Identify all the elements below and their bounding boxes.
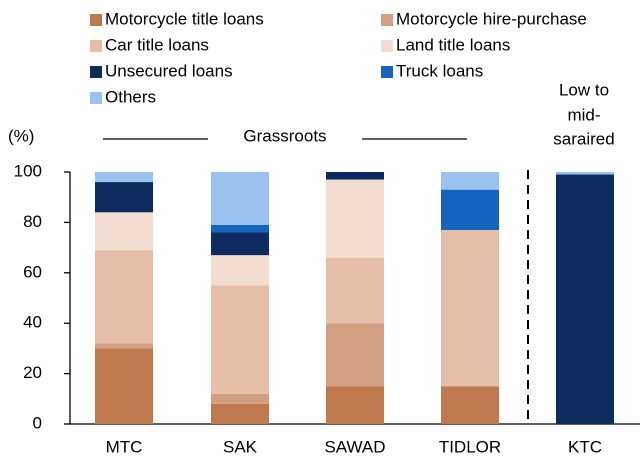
group-label: Low to [559, 80, 609, 99]
bar-segment [211, 255, 269, 286]
bar-segment [211, 393, 269, 404]
y-tick-label: 40 [23, 313, 42, 332]
y-tick-label: 60 [23, 262, 42, 281]
legend-swatch [381, 66, 393, 78]
group-label: saraired [553, 129, 614, 148]
bar-segment [441, 172, 499, 190]
legend-swatch [90, 40, 102, 52]
legend-label: Motorcycle hire-purchase [396, 9, 587, 28]
legend-label: Truck loans [396, 61, 483, 80]
legend-swatch [381, 40, 393, 52]
bar-segment [95, 182, 153, 213]
legend-swatch [90, 66, 102, 78]
legend-label: Unsecured loans [105, 61, 233, 80]
bar-segment [441, 189, 499, 230]
bar-segment [441, 229, 499, 387]
legend-swatch [381, 14, 393, 26]
x-tick-label: SAK [223, 437, 258, 456]
legend-label: Motorcycle title loans [105, 9, 264, 28]
bar-segment [95, 172, 153, 183]
legend-label: Others [105, 87, 156, 106]
y-tick-label: 20 [23, 363, 42, 382]
bar-segment [326, 257, 384, 324]
bar-segment [211, 232, 269, 256]
bar-segment [556, 172, 614, 175]
bar-segment [211, 172, 269, 225]
bar-segment [326, 386, 384, 424]
bar-segment [95, 343, 153, 349]
x-tick-label: MTC [106, 437, 143, 456]
bar-segment [95, 250, 153, 344]
y-tick-label: 0 [33, 413, 42, 432]
bar-segment [211, 403, 269, 424]
legend-label: Car title loans [105, 35, 209, 54]
legend-label: Land title loans [396, 35, 510, 54]
bar-segment [95, 212, 153, 251]
group-label: mid- [567, 105, 600, 124]
y-axis-label: (%) [8, 126, 34, 145]
bar-segment [326, 179, 384, 258]
bar-segment [95, 348, 153, 424]
bar-segment [556, 174, 614, 424]
bar-segment [211, 224, 269, 233]
bar-segment [326, 323, 384, 387]
bar-segment [326, 172, 384, 180]
y-tick-label: 100 [14, 161, 42, 180]
x-tick-label: TIDLOR [439, 437, 501, 456]
x-tick-label: KTC [568, 437, 602, 456]
y-tick-label: 80 [23, 212, 42, 231]
bar-segment [441, 386, 499, 424]
group-label: Grassroots [243, 126, 326, 145]
x-tick-label: SAWAD [324, 437, 385, 456]
legend-swatch [90, 14, 102, 26]
legend-swatch [90, 92, 102, 104]
bar-segment [211, 285, 269, 394]
